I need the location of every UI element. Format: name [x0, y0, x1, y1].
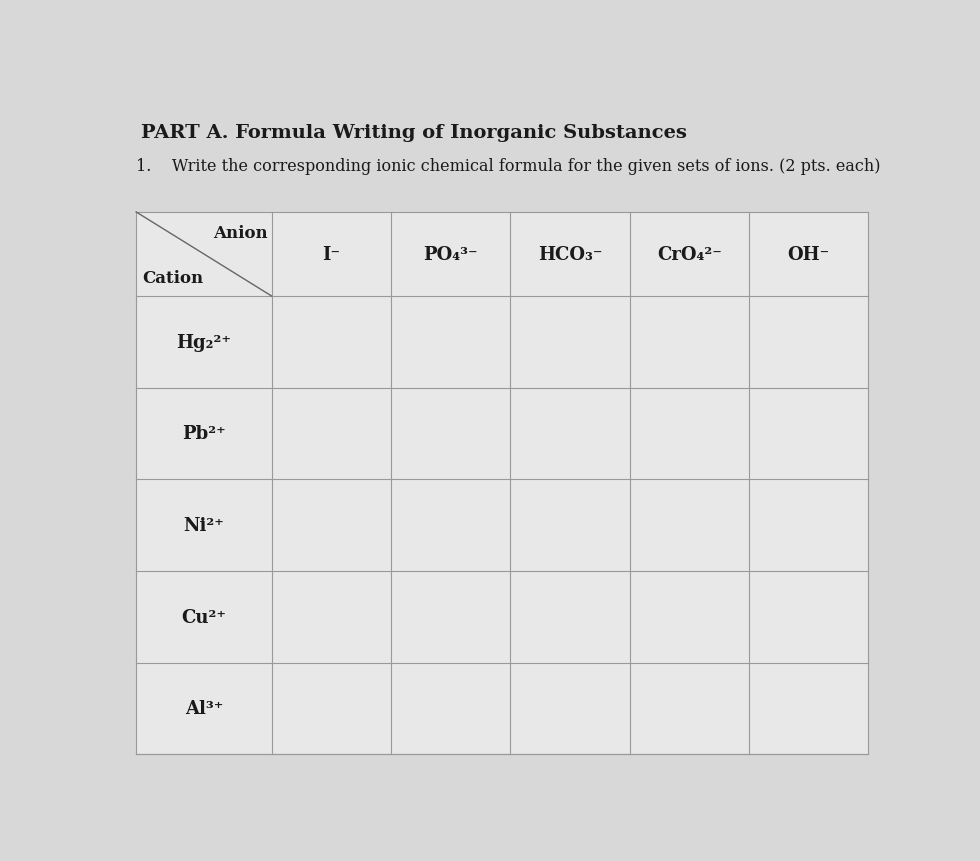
Text: 1.    Write the corresponding ionic chemical formula for the given sets of ions.: 1. Write the corresponding ionic chemica…	[136, 158, 881, 175]
Text: Al³⁺: Al³⁺	[184, 700, 223, 717]
Text: HCO₃⁻: HCO₃⁻	[538, 245, 603, 263]
Text: I⁻: I⁻	[322, 245, 340, 263]
Text: Pb²⁺: Pb²⁺	[182, 425, 225, 443]
Text: Ni²⁺: Ni²⁺	[183, 517, 224, 535]
Text: Anion: Anion	[214, 225, 268, 242]
Text: OH⁻: OH⁻	[788, 245, 830, 263]
Text: PO₄³⁻: PO₄³⁻	[423, 245, 478, 263]
Text: Hg₂²⁺: Hg₂²⁺	[176, 333, 231, 351]
Bar	[136, 213, 868, 754]
Text: Cu²⁺: Cu²⁺	[181, 608, 226, 626]
Text: CrO₄²⁻: CrO₄²⁻	[657, 245, 721, 263]
Text: Cation: Cation	[142, 269, 204, 287]
Text: PART A. Formula Writing of Inorganic Substances: PART A. Formula Writing of Inorganic Sub…	[141, 124, 687, 142]
